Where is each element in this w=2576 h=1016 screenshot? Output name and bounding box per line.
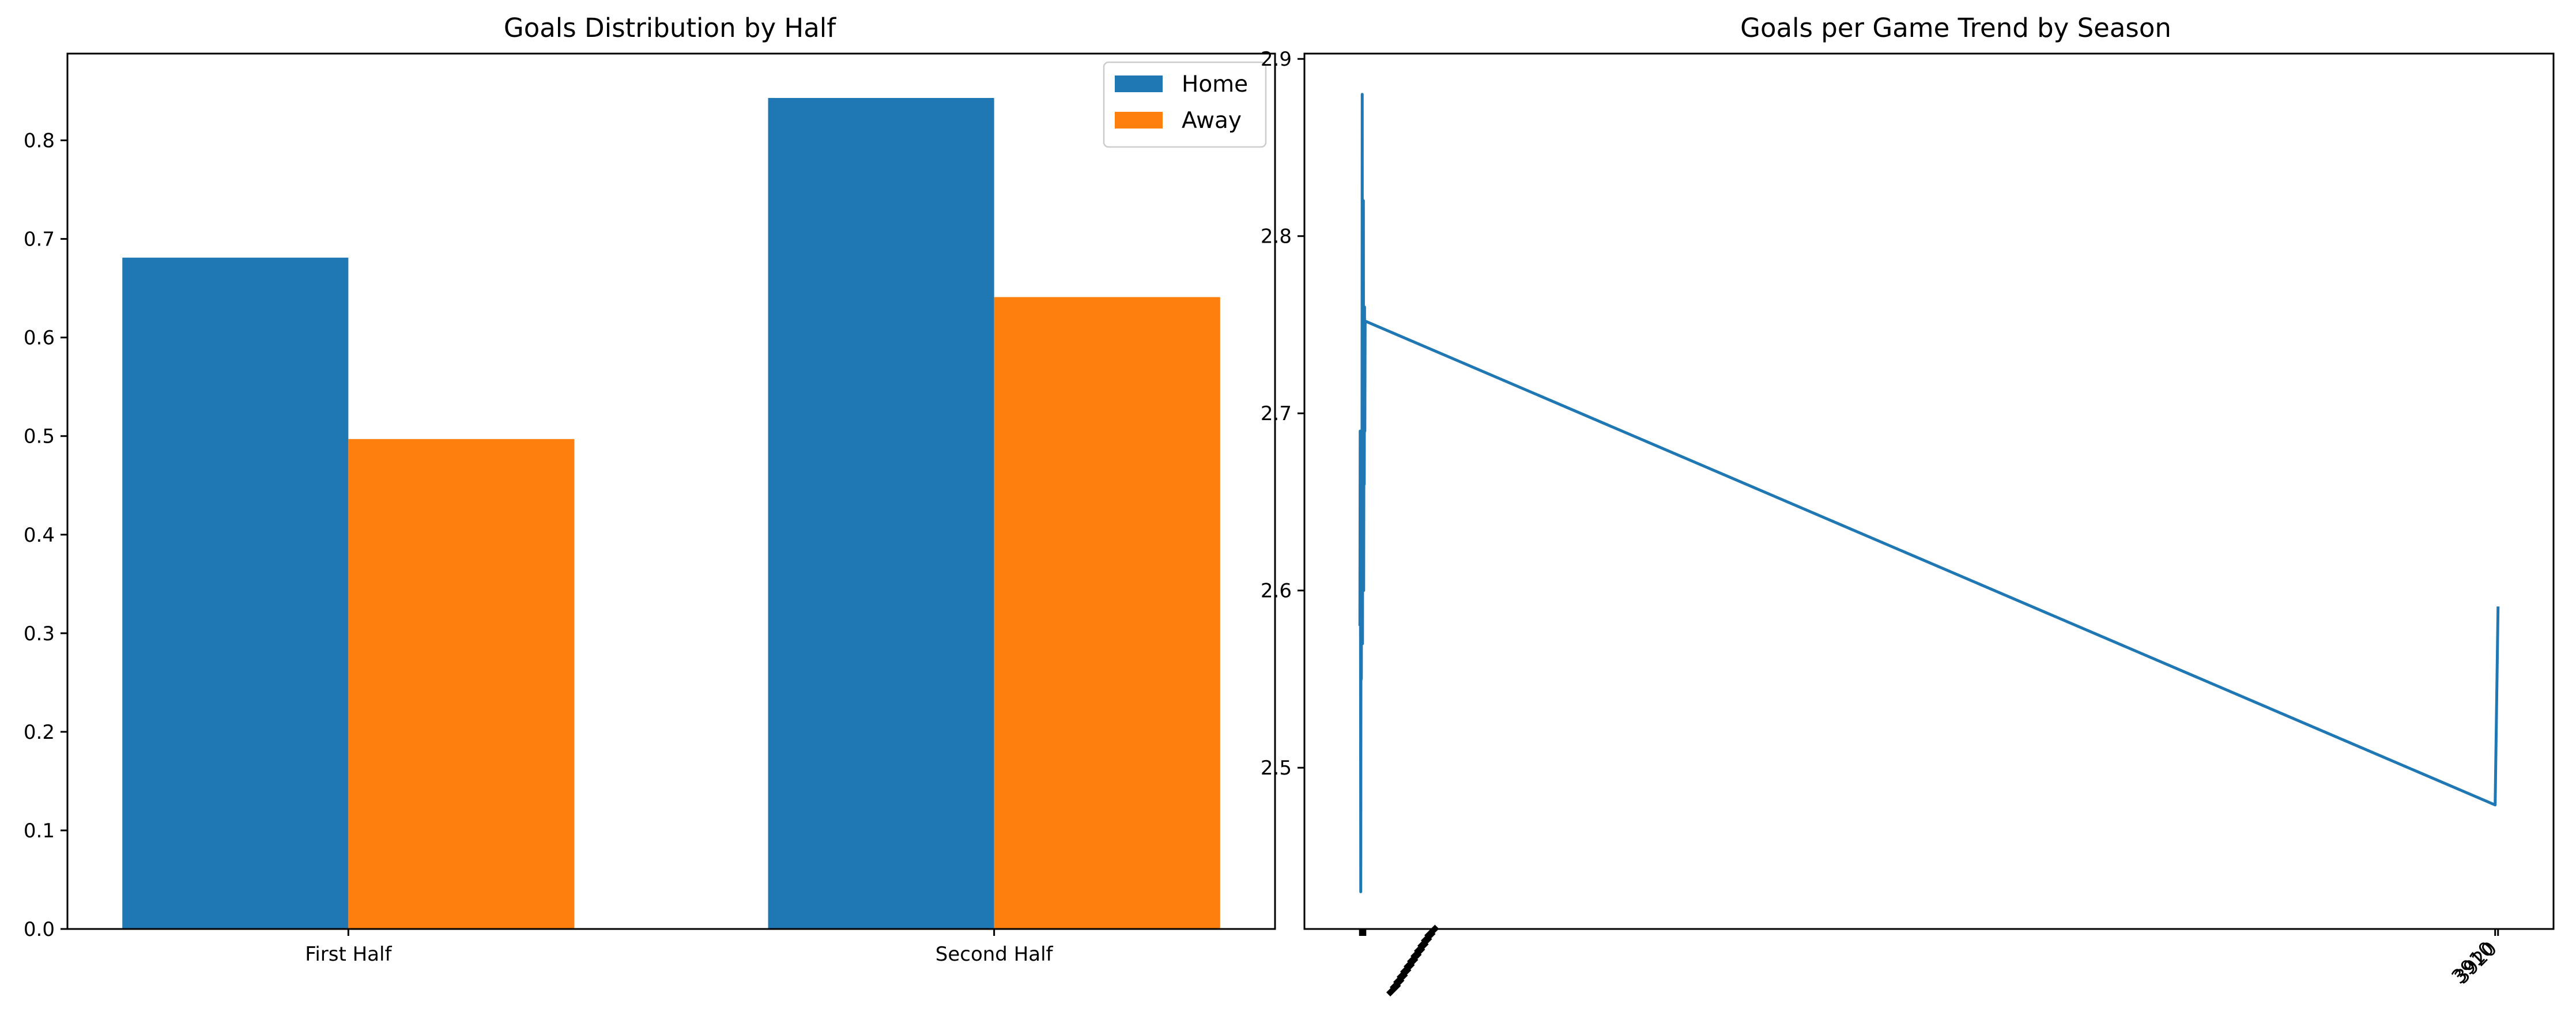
left-y-tick-label: 0.7 [24,228,55,251]
right-y-tick-label: 2.9 [1261,48,1292,71]
right-y-axis-ticks: 2.5 2.6 2.7 2.8 2.9 [1261,48,1304,780]
left-y-tick-label: 0.2 [24,721,55,744]
bar-away-first-half [348,439,575,929]
legend-swatch-away [1115,112,1163,129]
left-bars-group [122,97,1220,930]
left-y-tick-label: 0.0 [24,918,55,941]
left-x-tick-label: First Half [305,943,392,966]
right-plot-frame [1303,52,2555,930]
legend: Home Away [1103,61,1267,148]
legend-label-away: Away [1182,108,1242,134]
legend-label-home: Home [1182,71,1248,97]
right-chart-title: Goals per Game Trend by Season [1740,13,2171,43]
bar-away-second-half [994,297,1220,929]
left-y-tick-label: 0.5 [24,425,55,448]
series-line-goals-per-game [1358,93,2500,893]
goals-by-half-bar-chart: Goals Distribution by Half 0.00.10.20.30… [24,13,1276,966]
right-y-tick-label: 2.7 [1261,402,1292,425]
left-x-axis-ticks: First Half Second Half [305,929,1054,966]
bar-home-second-half [768,97,994,930]
left-plot-frame [66,52,1276,930]
left-chart-title: Goals Distribution by Half [504,13,836,43]
right-y-tick-label: 2.5 [1261,757,1292,780]
bar-home-first-half [122,258,349,930]
left-y-tick-label: 0.6 [24,327,55,350]
legend-swatch-home [1115,75,1163,92]
left-y-tick-label: 0.4 [24,524,55,547]
right-y-tick-label: 2.6 [1261,580,1292,603]
left-y-tick-label: 0.1 [24,819,55,843]
left-y-tick-label: 0.3 [24,622,55,645]
left-y-axis-ticks: 0.0 0.1 0.2 0.3 0.4 0.5 0.6 0.7 0.8 [24,130,67,941]
left-y-tick-label: 0.8 [24,130,55,153]
right-y-tick-label: 2.8 [1261,225,1292,248]
left-x-tick-label: Second Half [936,943,1054,966]
